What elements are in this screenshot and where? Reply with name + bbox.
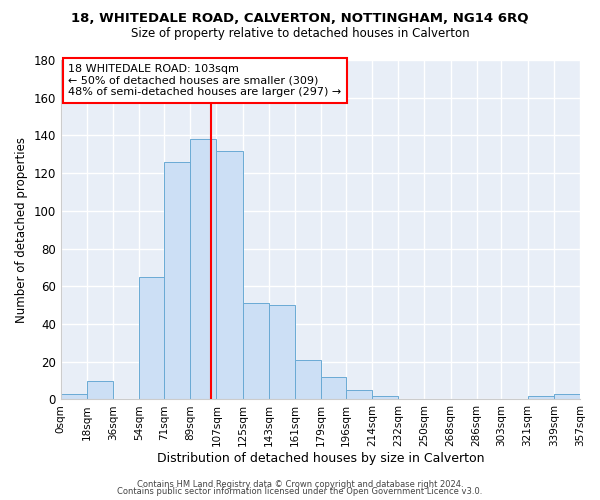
Text: Contains public sector information licensed under the Open Government Licence v3: Contains public sector information licen… — [118, 488, 482, 496]
Y-axis label: Number of detached properties: Number of detached properties — [15, 136, 28, 322]
Bar — [527, 396, 554, 400]
X-axis label: Distribution of detached houses by size in Calverton: Distribution of detached houses by size … — [157, 452, 484, 465]
Text: Contains HM Land Registry data © Crown copyright and database right 2024.: Contains HM Land Registry data © Crown c… — [137, 480, 463, 489]
Bar — [242, 304, 269, 400]
Bar — [61, 394, 87, 400]
Bar — [269, 305, 295, 400]
Bar — [190, 139, 217, 400]
Bar — [346, 390, 372, 400]
Bar — [554, 394, 580, 400]
Bar — [295, 360, 321, 400]
Text: 18, WHITEDALE ROAD, CALVERTON, NOTTINGHAM, NG14 6RQ: 18, WHITEDALE ROAD, CALVERTON, NOTTINGHA… — [71, 12, 529, 26]
Bar — [217, 150, 242, 400]
Text: Size of property relative to detached houses in Calverton: Size of property relative to detached ho… — [131, 28, 469, 40]
Bar — [164, 162, 190, 400]
Bar — [87, 380, 113, 400]
Bar — [372, 396, 398, 400]
Bar — [321, 377, 346, 400]
Bar — [139, 277, 164, 400]
Text: 18 WHITEDALE ROAD: 103sqm
← 50% of detached houses are smaller (309)
48% of semi: 18 WHITEDALE ROAD: 103sqm ← 50% of detac… — [68, 64, 341, 97]
